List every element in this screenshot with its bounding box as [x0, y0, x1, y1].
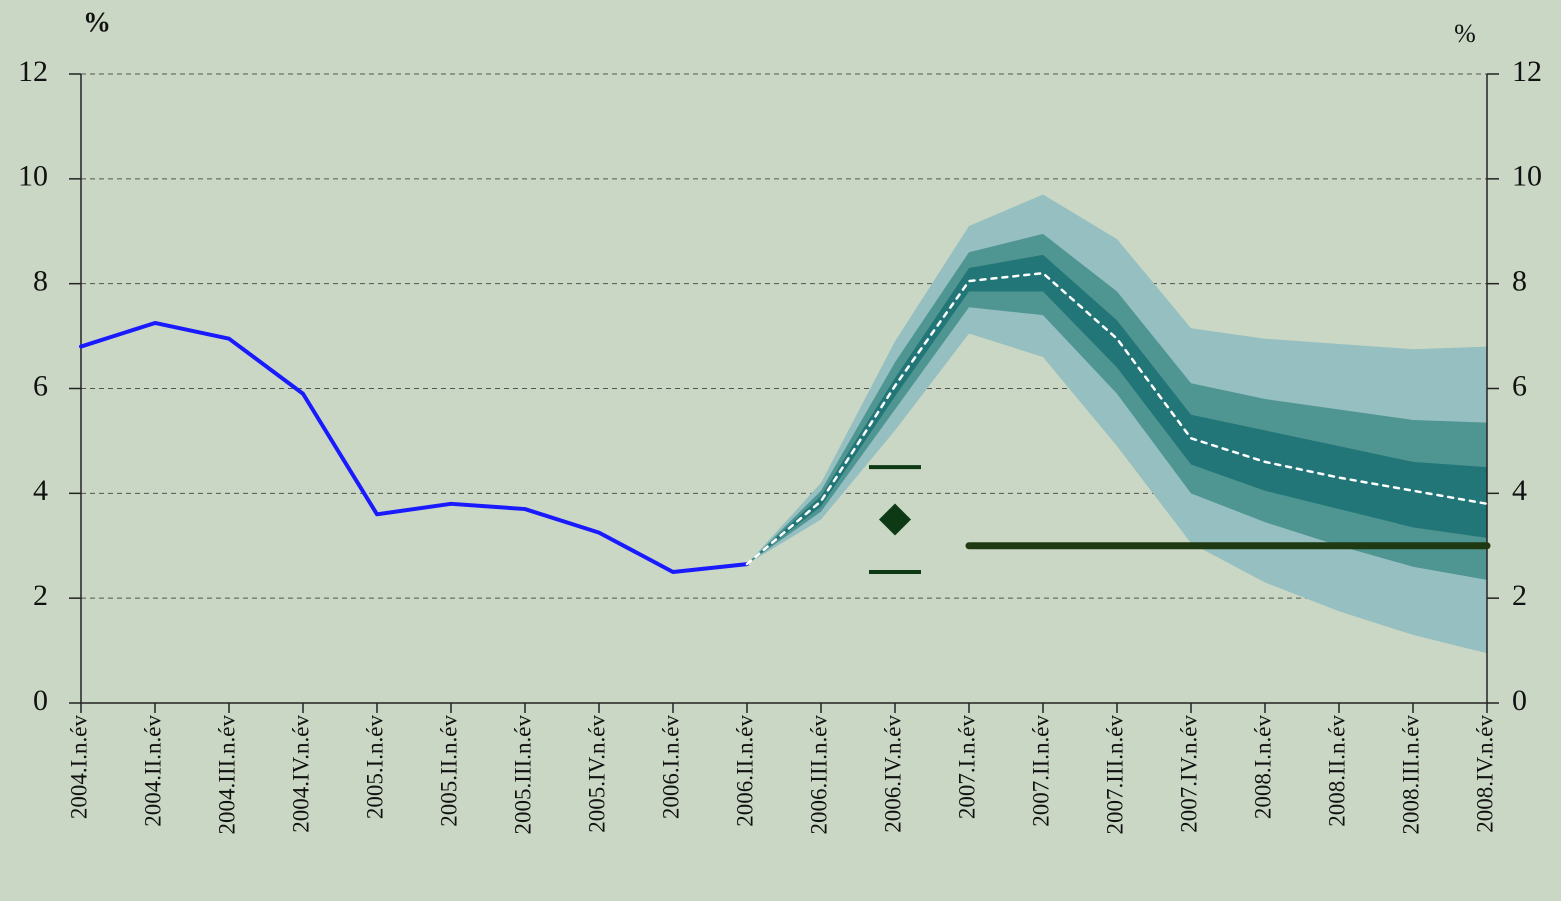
y-tick-label: 2: [33, 579, 48, 612]
x-tick-label: 2006.IV.n.év: [880, 715, 905, 833]
x-tick-label: 2006.I.n.év: [658, 715, 683, 820]
y-tick-label: 8: [33, 265, 48, 298]
page: 0 2 4 6 8 10 12 0 2 4 6 8 10 12 2004.I.n.év 2004.II.n.é…: [0, 0, 1561, 901]
x-tick-label: 2004.III.n.év: [214, 715, 239, 835]
y-tick-label: 6: [33, 369, 48, 402]
x-tick-label: 2004.II.n.év: [140, 715, 165, 827]
x-tick-label: 2008.I.n.év: [1250, 715, 1275, 820]
y-tick-label: 10: [18, 160, 48, 193]
y2-tick-label: 6: [1512, 369, 1527, 402]
chart: 0 2 4 6 8 10 12 0 2 4 6 8 10 12 2004.I.n.év 2004.II.n.é…: [0, 0, 1561, 901]
x-tick-label: 2005.III.n.év: [510, 715, 535, 835]
x-tick-label: 2007.IV.n.év: [1176, 715, 1201, 833]
y2-tick-label: 8: [1512, 265, 1527, 298]
x-tick-label: 2008.III.n.év: [1398, 715, 1423, 835]
y2-tick-label: 4: [1512, 474, 1527, 507]
x-tick-label: 2004.I.n.év: [66, 715, 91, 820]
x-tick-label: 2005.I.n.év: [362, 715, 387, 820]
y-axis-label: %: [83, 7, 111, 38]
x-tick-label: 2008.IV.n.év: [1472, 715, 1497, 833]
y-tick-label: 0: [33, 684, 48, 717]
y2-tick-label: 2: [1512, 579, 1527, 612]
y2-axis-label: %: [1454, 19, 1476, 48]
y-tick-label: 4: [33, 474, 48, 507]
x-tick-label: 2005.IV.n.év: [584, 715, 609, 833]
y2-tick-label: 12: [1512, 55, 1542, 88]
y2-tick-label: 0: [1512, 684, 1527, 717]
x-tick-label: 2006.III.n.év: [806, 715, 831, 835]
x-tick-label: 2007.III.n.év: [1102, 715, 1127, 835]
x-tick-label: 2005.II.n.év: [436, 715, 461, 827]
x-tick-label: 2008.II.n.év: [1324, 715, 1349, 827]
y2-tick-label: 10: [1512, 160, 1542, 193]
x-tick-label: 2004.IV.n.év: [288, 715, 313, 833]
x-tick-label: 2007.I.n.év: [954, 715, 979, 820]
x-tick-label: 2007.II.n.év: [1028, 715, 1053, 827]
x-tick-label: 2006.II.n.év: [732, 715, 757, 827]
y-tick-label: 12: [18, 55, 48, 88]
